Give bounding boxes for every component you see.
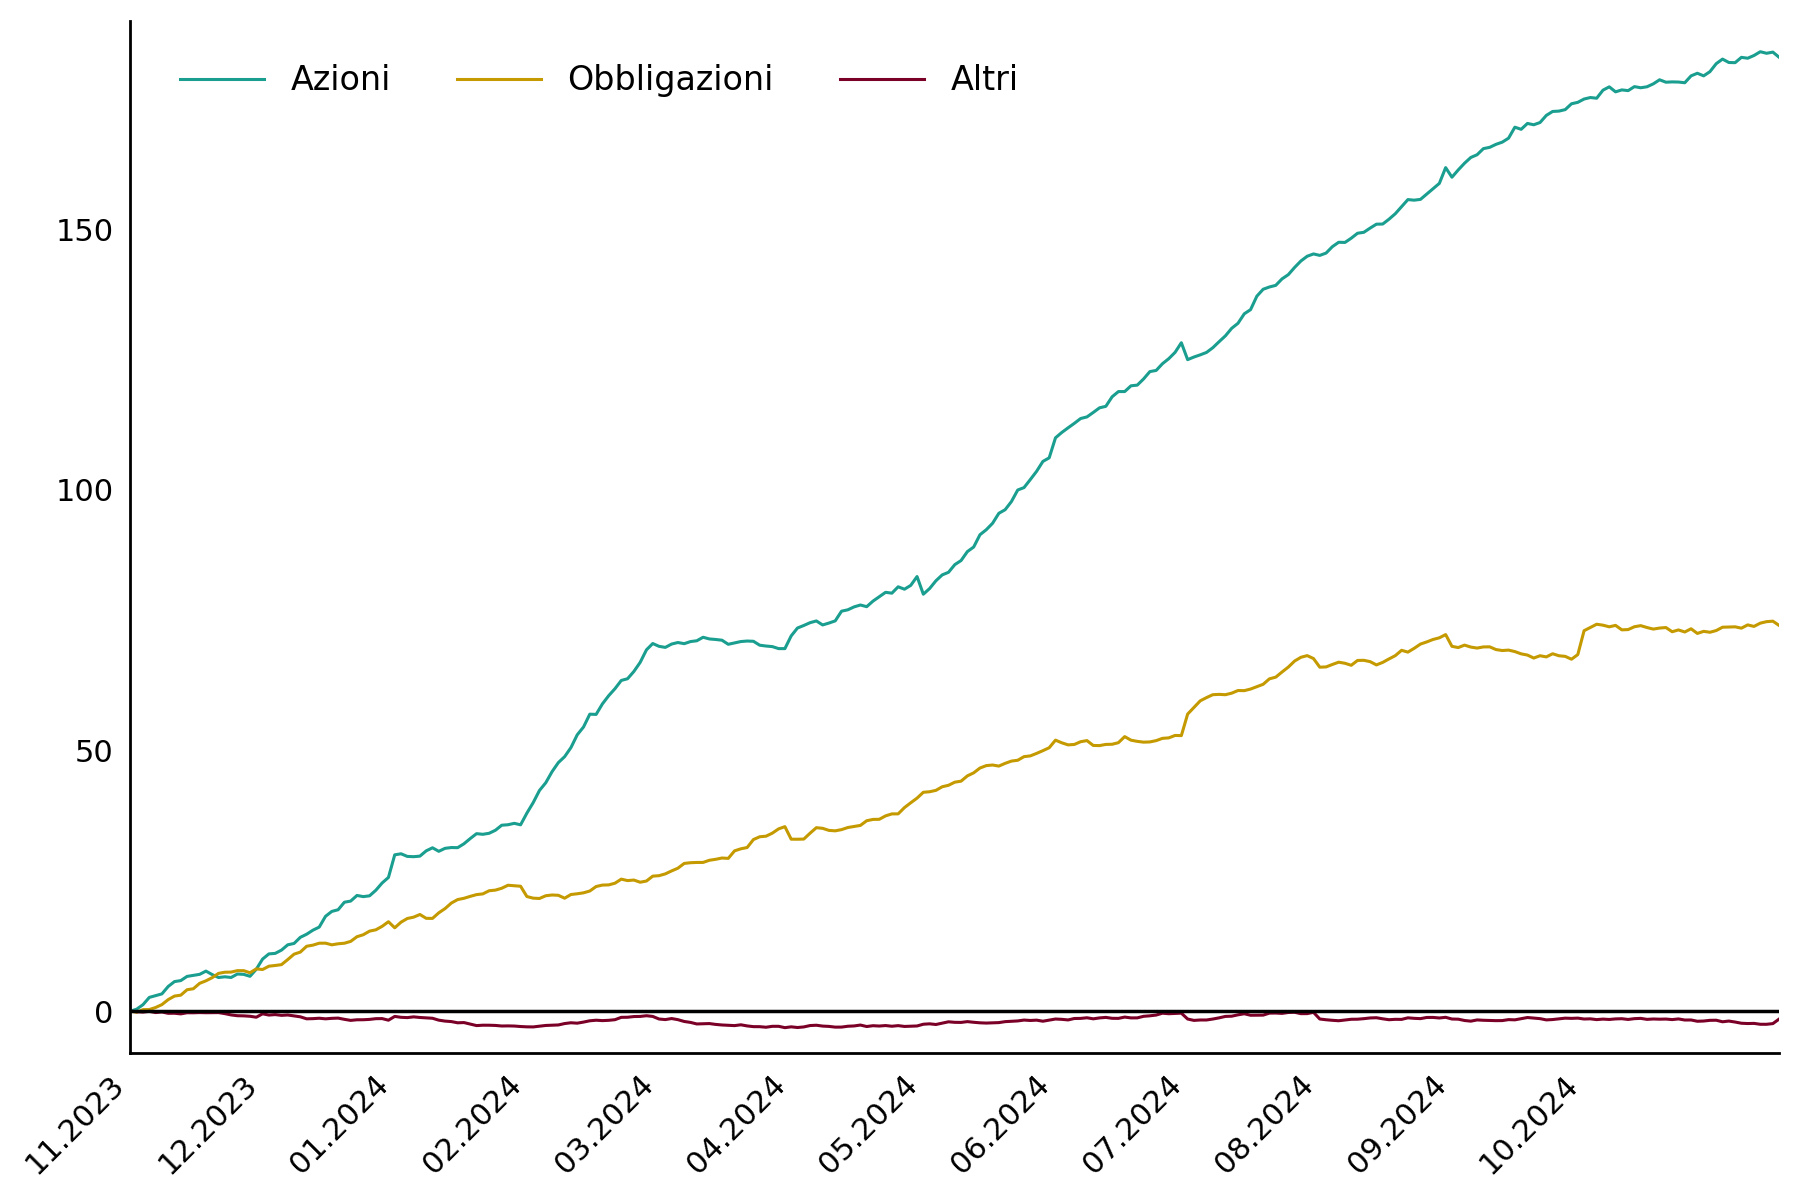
Azioni	[119, 1004, 140, 1019]
Altri	[119, 1004, 140, 1019]
Azioni	[1618, 84, 1640, 98]
Obbligazioni	[1768, 618, 1789, 632]
Altri	[943, 1015, 965, 1030]
Azioni	[1750, 44, 1771, 59]
Altri	[774, 1020, 796, 1034]
Line: Azioni: Azioni	[130, 52, 1778, 1012]
Altri	[1220, 1009, 1242, 1024]
Azioni	[1768, 50, 1789, 65]
Legend: Azioni, Obbligazioni, Altri: Azioni, Obbligazioni, Altri	[164, 48, 1035, 114]
Altri	[1505, 1013, 1526, 1027]
Azioni	[938, 565, 959, 580]
Obbligazioni	[119, 1004, 140, 1019]
Obbligazioni	[1624, 619, 1645, 634]
Obbligazioni	[1346, 653, 1368, 667]
Obbligazioni	[943, 775, 965, 790]
Altri	[554, 1016, 576, 1031]
Azioni	[1498, 131, 1519, 145]
Line: Altri: Altri	[130, 1012, 1778, 1027]
Obbligazioni	[126, 1004, 148, 1019]
Azioni	[554, 750, 576, 764]
Altri	[1768, 1012, 1789, 1026]
Azioni	[1341, 230, 1363, 245]
Obbligazioni	[560, 887, 581, 901]
Altri	[1346, 1012, 1368, 1026]
Obbligazioni	[1220, 686, 1242, 701]
Obbligazioni	[1762, 614, 1784, 629]
Obbligazioni	[1505, 644, 1526, 659]
Azioni	[1215, 329, 1237, 343]
Line: Obbligazioni: Obbligazioni	[130, 622, 1778, 1012]
Altri	[1624, 1012, 1645, 1026]
